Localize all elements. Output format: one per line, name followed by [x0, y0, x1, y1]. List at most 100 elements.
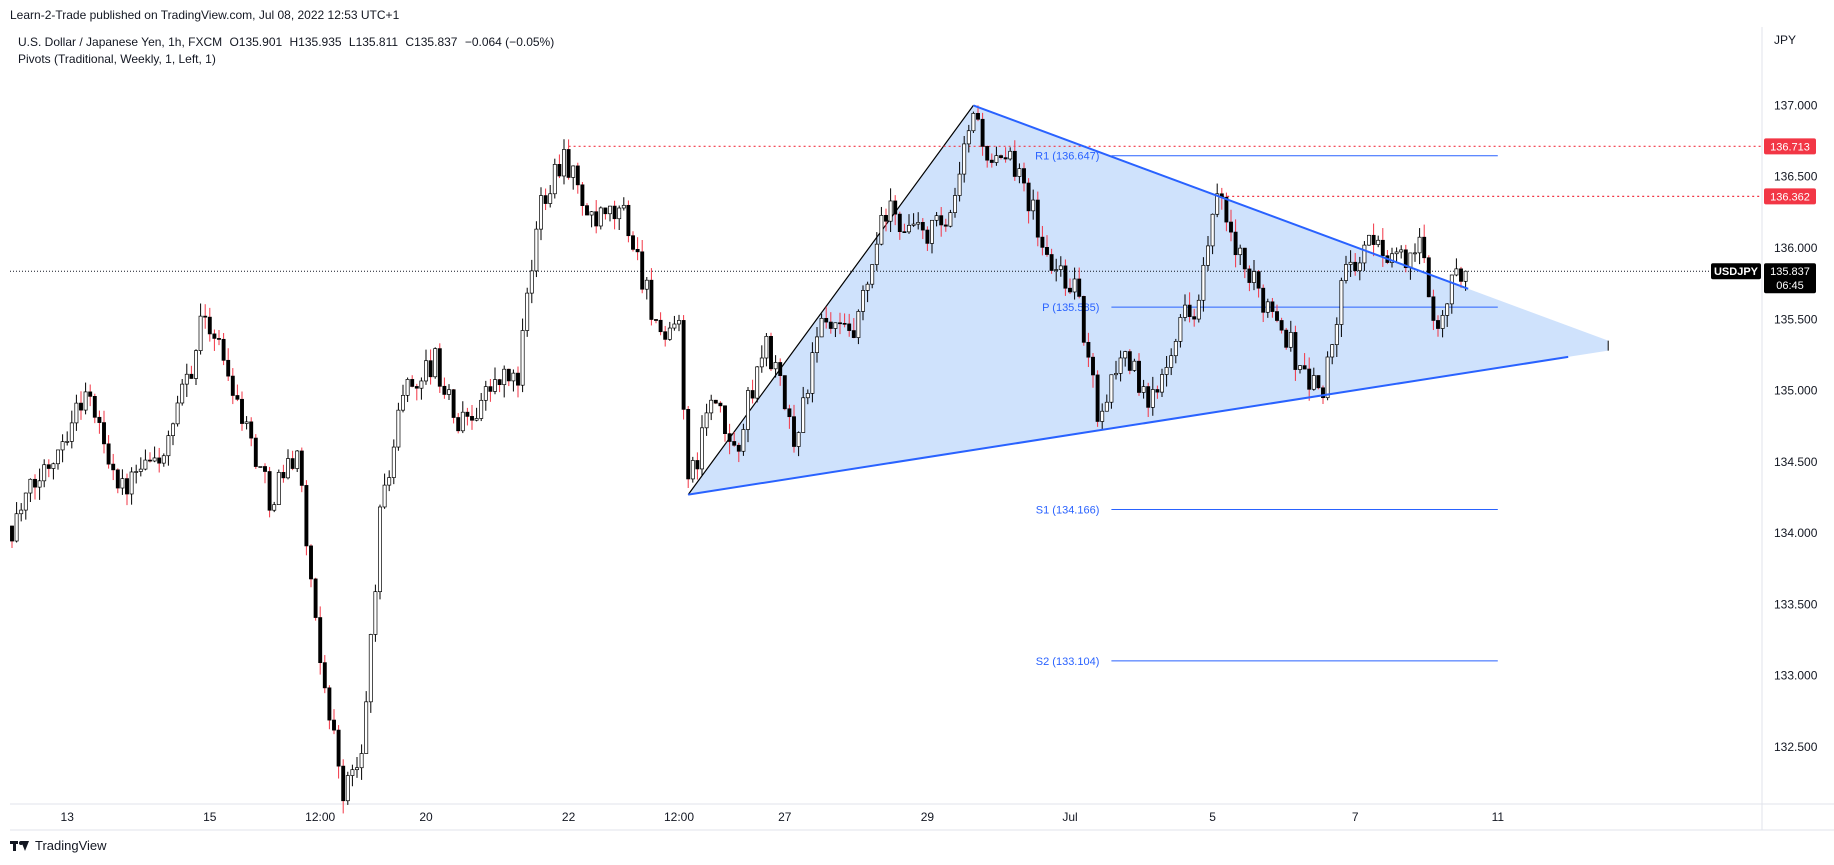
candle-body [134, 471, 139, 473]
candle-body [989, 159, 994, 163]
candle-body [46, 464, 51, 469]
candle-body [235, 395, 240, 400]
candle-body [1081, 296, 1086, 343]
candle [1376, 235, 1381, 248]
candle [414, 383, 419, 401]
candle-body [405, 379, 410, 396]
candle-body [433, 348, 438, 378]
symbol-name: U.S. Dollar / Japanese Yen, 1h, FXCM [18, 35, 223, 49]
candle [23, 492, 28, 520]
candle-body [736, 444, 741, 452]
candle-body [939, 215, 944, 226]
candle-body [1298, 365, 1302, 370]
candle-body [230, 375, 235, 396]
candle-body [456, 417, 461, 432]
candle [1118, 350, 1123, 382]
candle-body [373, 591, 378, 635]
candle-body [345, 775, 350, 802]
candle [1229, 209, 1233, 242]
candle [483, 380, 488, 411]
candle-body [626, 204, 631, 237]
candle [635, 237, 640, 261]
x-tick-label: 20 [419, 810, 433, 824]
candle [695, 452, 700, 480]
candle [810, 342, 815, 403]
candle-body [161, 455, 166, 464]
candle [801, 386, 806, 433]
candle-body [759, 357, 764, 368]
candle-body [1362, 244, 1367, 264]
candle [230, 368, 235, 405]
candle [700, 415, 704, 476]
candle [97, 410, 102, 434]
candle-body [1160, 374, 1164, 393]
candle-body [1284, 329, 1289, 348]
candle [69, 410, 74, 449]
candle [723, 405, 727, 442]
candle [1265, 298, 1270, 318]
candle [1178, 314, 1183, 348]
candle-body [1127, 351, 1132, 371]
candle [888, 188, 893, 233]
candle-body [1394, 251, 1399, 255]
candle-body [249, 421, 254, 439]
tradingview-brand[interactable]: TradingView [10, 838, 107, 853]
candle [520, 318, 525, 393]
candle-body [226, 359, 231, 377]
candle [658, 312, 663, 336]
candle [773, 355, 778, 378]
candle [152, 446, 157, 463]
x-tick-label: 29 [921, 810, 935, 824]
candle [1091, 353, 1095, 388]
candle [1164, 356, 1169, 387]
resistance-price-label: 136.362 [1770, 191, 1810, 203]
candle-body [1339, 280, 1344, 325]
candle-body [1238, 247, 1243, 256]
candle-body [810, 352, 815, 394]
candle-body [42, 464, 47, 482]
candle-body [1100, 410, 1105, 422]
candle [1215, 183, 1220, 218]
candle [1077, 267, 1082, 299]
resistance-price-tag [1764, 188, 1816, 205]
candle-body [1357, 262, 1362, 272]
candle [1031, 189, 1036, 220]
candle-body [65, 441, 70, 443]
candle [244, 416, 249, 430]
x-tick-label: 15 [203, 810, 217, 824]
candle [1238, 244, 1243, 266]
candle [258, 466, 263, 468]
candle [60, 434, 65, 463]
candle-body [1371, 234, 1376, 245]
candle-body [1169, 355, 1174, 368]
candle-body [644, 279, 649, 290]
x-tick-label: 22 [562, 810, 576, 824]
candle-body [557, 164, 562, 177]
candle [727, 423, 732, 455]
candle [88, 384, 93, 407]
candle [51, 462, 56, 480]
candle-body [1155, 389, 1160, 393]
candle [1362, 241, 1367, 271]
candle-body [962, 143, 967, 175]
candle [1449, 274, 1454, 314]
candle [644, 276, 649, 300]
candle [1413, 243, 1417, 262]
candle-body [1137, 360, 1141, 393]
y-tick-label: 134.000 [1774, 526, 1818, 540]
resistance-price-label: 136.713 [1770, 141, 1810, 153]
candle [1201, 257, 1206, 312]
candle [980, 112, 985, 156]
candle [989, 153, 994, 168]
candle-body [934, 215, 939, 221]
candle [33, 474, 37, 500]
candle [373, 584, 378, 642]
candle-body [1390, 253, 1394, 263]
candle-body [1417, 236, 1422, 254]
candle-body [1325, 356, 1330, 399]
candle-body [566, 149, 571, 178]
candle-body [539, 195, 543, 230]
candle-body [1068, 287, 1072, 293]
